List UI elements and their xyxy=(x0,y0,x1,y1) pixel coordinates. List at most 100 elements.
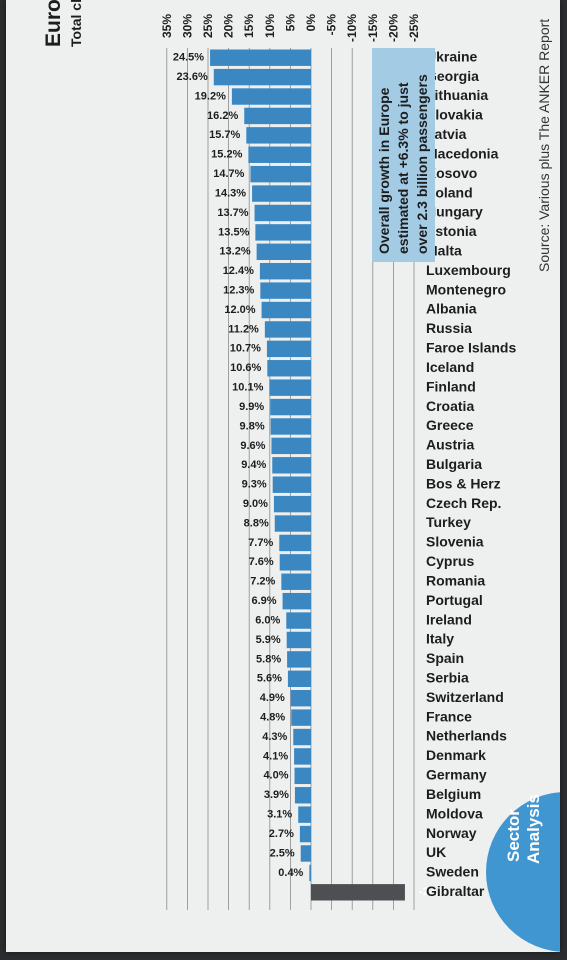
bar xyxy=(286,612,311,629)
bar-value-label: -22.8% xyxy=(419,886,454,898)
y-tick-label: 30% xyxy=(180,14,194,38)
bar-value-label: 14.3% xyxy=(215,187,246,199)
bar-value-label: 7.6% xyxy=(249,556,274,568)
bar-value-label: 9.9% xyxy=(239,401,264,413)
bar-value-label: 13.7% xyxy=(217,207,248,219)
category-label: Ireland xyxy=(426,611,472,627)
category-label: Denmark xyxy=(426,747,486,763)
bar xyxy=(281,573,311,590)
bar xyxy=(246,127,311,144)
bar-value-label: 13.5% xyxy=(218,226,249,238)
category-label: Turkey xyxy=(426,514,471,530)
bar xyxy=(264,321,311,338)
category-label: Latvia xyxy=(426,126,467,142)
category-label: Croatia xyxy=(426,398,474,414)
bar xyxy=(256,243,311,260)
category-label: Finland xyxy=(426,378,476,394)
category-label: Bos & Herz xyxy=(426,475,501,491)
bar xyxy=(274,515,311,532)
bar-value-label: 7.7% xyxy=(248,537,273,549)
source-note: Source: Various plus The ANKER Report xyxy=(536,18,552,272)
category-label: Poland xyxy=(426,184,473,200)
bar xyxy=(290,689,312,707)
bar xyxy=(231,88,311,105)
bar-value-label: 4.0% xyxy=(263,770,288,782)
bar-value-label: 7.2% xyxy=(250,576,275,588)
category-label: UK xyxy=(426,844,446,860)
bar xyxy=(248,146,312,163)
category-label: Russia xyxy=(426,320,472,336)
bar-value-label: 10.6% xyxy=(230,362,261,374)
bar-value-label: 10.7% xyxy=(230,343,261,355)
category-label: Lithuania xyxy=(426,87,488,103)
category-label: Portugal xyxy=(426,592,483,608)
bar xyxy=(286,631,311,649)
bar-value-label: 2.7% xyxy=(269,828,294,840)
category-label: Moldova xyxy=(426,805,483,821)
bar-value-label: 9.4% xyxy=(241,459,266,471)
bar xyxy=(259,263,312,280)
bar-chart: 35% 30% 25% 20% 15% 10% 5% 0% -5% -10% -15% -20% -25… xyxy=(160,14,516,910)
bar xyxy=(269,379,311,396)
bar xyxy=(255,224,312,241)
bar-value-label: 23.6% xyxy=(177,71,208,83)
category-label: Germany xyxy=(426,767,487,783)
bar-value-label: 24.5% xyxy=(173,52,204,64)
category-label: Estonia xyxy=(426,223,477,239)
bar-value-label: 11.2% xyxy=(228,323,259,335)
category-label: Romania xyxy=(426,572,485,588)
bar xyxy=(261,301,311,319)
bar xyxy=(287,651,312,668)
bar-value-label: 2.5% xyxy=(270,847,295,859)
y-tick-label: 10% xyxy=(263,14,277,38)
bar-value-label: 15.2% xyxy=(211,149,242,161)
bar-value-label: 4.9% xyxy=(260,692,285,704)
bar-value-label: 3.9% xyxy=(264,789,289,801)
bar xyxy=(254,204,311,222)
rotated-chart-panel: Sector Analysis European airport traffic… xyxy=(6,0,560,952)
category-label: Albania xyxy=(426,301,477,317)
bar-value-label: 4.1% xyxy=(263,750,288,762)
category-label: Malta xyxy=(426,242,462,258)
bar-value-label: 6.0% xyxy=(255,614,280,626)
bar-value-label: 19.2% xyxy=(195,90,226,102)
y-tick-label: 15% xyxy=(242,14,256,38)
category-label: Belgium xyxy=(426,786,481,802)
category-label: France xyxy=(426,708,472,724)
category-label: Iceland xyxy=(426,359,474,375)
y-tick-label: 0% xyxy=(304,14,318,32)
category-label: Ukraine xyxy=(426,48,478,64)
bar-value-label: 9.0% xyxy=(243,498,268,510)
bar xyxy=(309,864,311,882)
bar xyxy=(267,360,312,377)
category-label: Kosovo xyxy=(426,165,477,181)
bar xyxy=(291,709,311,726)
bar-value-label: 13.2% xyxy=(219,246,250,258)
bar-value-label: 15.7% xyxy=(209,129,240,141)
bar xyxy=(294,787,312,804)
y-tick-label: 5% xyxy=(283,14,297,32)
bar-value-label: 0.4% xyxy=(278,867,303,879)
bar xyxy=(270,418,311,435)
category-label: Montenegro xyxy=(426,281,506,297)
y-tick-label: -15% xyxy=(366,14,380,42)
bar-value-label: 12.4% xyxy=(223,265,254,277)
magazine-page: Sector Analysis European airport traffic… xyxy=(6,0,560,952)
bar xyxy=(210,49,311,66)
annotation-box: Overall growth in Europe estimated at +6… xyxy=(372,48,435,262)
bar-value-label: 16.2% xyxy=(207,110,238,122)
bar xyxy=(298,806,311,823)
category-label: Sweden xyxy=(426,864,479,880)
annotation-line-2: estimated at +6.3% to just xyxy=(395,82,411,254)
bar xyxy=(279,554,311,571)
bar xyxy=(244,107,311,125)
category-label: Netherlands xyxy=(426,728,507,744)
bar xyxy=(300,845,312,862)
category-label: Slovakia xyxy=(426,107,483,123)
category-label: Georgia xyxy=(426,68,479,84)
bar xyxy=(272,476,311,493)
category-label: Austria xyxy=(426,437,474,453)
category-label: Luxembourg xyxy=(426,262,511,278)
bar xyxy=(260,282,312,299)
bar-value-label: 4.8% xyxy=(260,712,285,724)
